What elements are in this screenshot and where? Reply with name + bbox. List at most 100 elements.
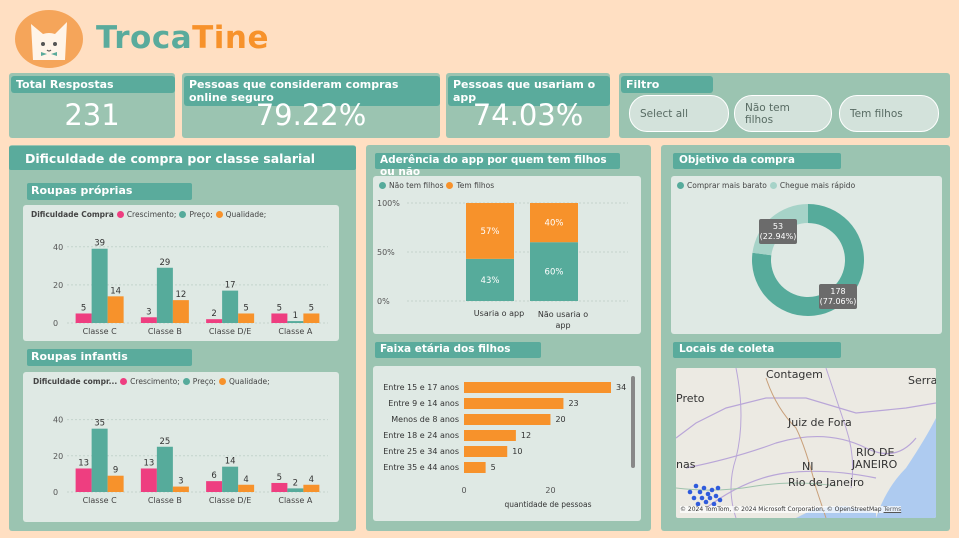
data-label-box (759, 219, 797, 244)
objective-panel: Objetivo da compra Comprar mais barato C… (661, 145, 950, 341)
bar (464, 414, 551, 425)
ages-xlabel: quantidade de pessoas (504, 500, 592, 509)
adherence-legend-item: Não tem filhos (389, 181, 444, 190)
data-label: 57% (481, 227, 500, 237)
objective-title: Objetivo da compra (673, 153, 841, 169)
filter-select-all[interactable]: Select all (629, 95, 729, 132)
bar (271, 482, 288, 492)
stacked-bar (466, 203, 514, 259)
map-terms-link[interactable]: Terms (883, 506, 902, 513)
category-label: Classe A (278, 327, 313, 336)
legend-dot-icon (215, 211, 223, 218)
kpi-safe-value: 79.22% (255, 98, 367, 132)
kpi-app-card: Pessoas que usariam o app 74.03% (446, 73, 610, 138)
data-label: 17 (225, 281, 236, 291)
category-label: Classe B (148, 496, 182, 505)
map-label-janeiro: JANEIRO (852, 458, 898, 471)
brand-part1: Troca (96, 20, 193, 56)
data-label: 34 (616, 383, 626, 392)
map-roads (676, 368, 936, 518)
salary-title: Dificuldade de compra por classe salaria… (9, 146, 356, 170)
data-label: 14 (110, 286, 121, 296)
data-label: 13 (143, 458, 154, 468)
data-label: 25 (159, 437, 170, 447)
kpi-total-label: Total Respostas (11, 76, 175, 93)
own-clothes-chart: Dificuldade Compra Crescimento; Preço; Q… (23, 205, 339, 341)
map-label-serra: Serra (908, 374, 936, 387)
own-clothes-bars: 40 20 0 5 39 14 Classe C 3 29 12 Classe B 2 17 5 Class… (53, 239, 328, 336)
own-legend-item: Qualidade; (225, 210, 267, 219)
category-label: Classe D/E (209, 496, 251, 505)
y-tick-label: 20 (53, 452, 63, 461)
category-label: Menos de 8 anos (391, 415, 459, 424)
data-label: 5 (277, 473, 282, 483)
y-tick-label: 0 (53, 488, 58, 497)
objective-donut: 178(77.06%) 53(22.94%) (752, 204, 864, 316)
data-label: 5 (277, 303, 282, 313)
category-label: Classe C (83, 327, 118, 336)
legend-dot-icon (446, 182, 454, 189)
objective-legend-item: Comprar mais barato (687, 181, 767, 190)
data-label: 12 (175, 290, 186, 300)
filter-has-children[interactable]: Tem filhos (839, 95, 939, 132)
own-legend-item: Crescimento; (126, 210, 177, 219)
adh-cat-2b: app (555, 321, 571, 330)
map-label-contagem: Contagem (766, 368, 823, 381)
ages-scrollbar[interactable] (631, 376, 635, 468)
kpi-app-value: 74.03% (472, 98, 584, 132)
legend-dot-icon (677, 182, 684, 189)
data-label: 2 (211, 309, 216, 319)
data-label: 13 (78, 458, 89, 468)
bar (156, 446, 173, 492)
y-tick-label: 40 (53, 243, 63, 252)
data-label: 5 (309, 303, 314, 313)
stacked-bar (530, 203, 578, 243)
map-area[interactable]: Contagem Serra Preto Juiz de Fora RIO DE… (676, 368, 936, 518)
data-label: 12 (521, 431, 531, 440)
legend-dot-icon (769, 182, 777, 189)
adherence-title: Aderência do app por quem tem filhos ou … (375, 153, 620, 178)
map-title: Locais de coleta (673, 342, 841, 358)
legend-dot-icon (182, 378, 190, 385)
adherence-panel: Aderência do app por quem tem filhos ou … (366, 145, 651, 341)
legend-dot-icon (379, 182, 386, 189)
kpi-total-value: 231 (64, 98, 120, 132)
legend-dot-icon (120, 378, 128, 385)
y-tick-label: 0% (377, 297, 390, 306)
adherence-legend-item: Tem filhos (456, 181, 495, 190)
brand-part2: Tine (192, 20, 269, 56)
filter-panel: Filtro Select all Não tem filhos Tem fil… (619, 73, 950, 138)
adherence-legend: Não tem filhos Tem filhos (379, 181, 494, 190)
location-markers (687, 483, 723, 507)
bar (303, 313, 320, 323)
map-label-juiz-de-fora: Juiz de Fora (788, 416, 852, 429)
data-label: 20 (555, 415, 565, 424)
data-label: 4 (243, 475, 248, 485)
kids-clothes-chart: Dificuldade compr... Crescimento; Preço;… (23, 372, 339, 522)
data-label: 35 (94, 419, 105, 429)
map-label-nas: nas (676, 458, 696, 471)
adh-cat-1: Usaria o app (473, 309, 525, 318)
bar (464, 446, 508, 457)
ages-panel: Faixa etária dos filhos Entre 15 e 17 an… (366, 336, 651, 531)
filter-no-children[interactable]: Não tem filhos (734, 95, 832, 132)
data-label: 5 (243, 303, 248, 313)
brand-name: TrocaTine (96, 20, 269, 56)
category-label: Classe B (148, 327, 182, 336)
objective-legend: Comprar mais barato Chegue mais rápido (677, 181, 855, 190)
data-label: 1 (293, 311, 298, 321)
ages-title: Faixa etária dos filhos (375, 342, 541, 358)
y-tick-label: 20 (53, 281, 63, 290)
bar (156, 267, 173, 323)
data-label: 3 (178, 477, 183, 487)
map-attribution-text: © 2024 TomTom, © 2024 Microsoft Corporat… (680, 506, 882, 513)
data-label-box (819, 284, 857, 309)
data-label: 6 (211, 471, 216, 481)
category-label: Entre 25 e 34 anos (383, 447, 459, 456)
data-label: 5 (81, 303, 86, 313)
map-label-ni: NI (802, 460, 814, 473)
category-label: Classe A (278, 496, 313, 505)
bar (287, 488, 304, 492)
bar (206, 481, 223, 492)
